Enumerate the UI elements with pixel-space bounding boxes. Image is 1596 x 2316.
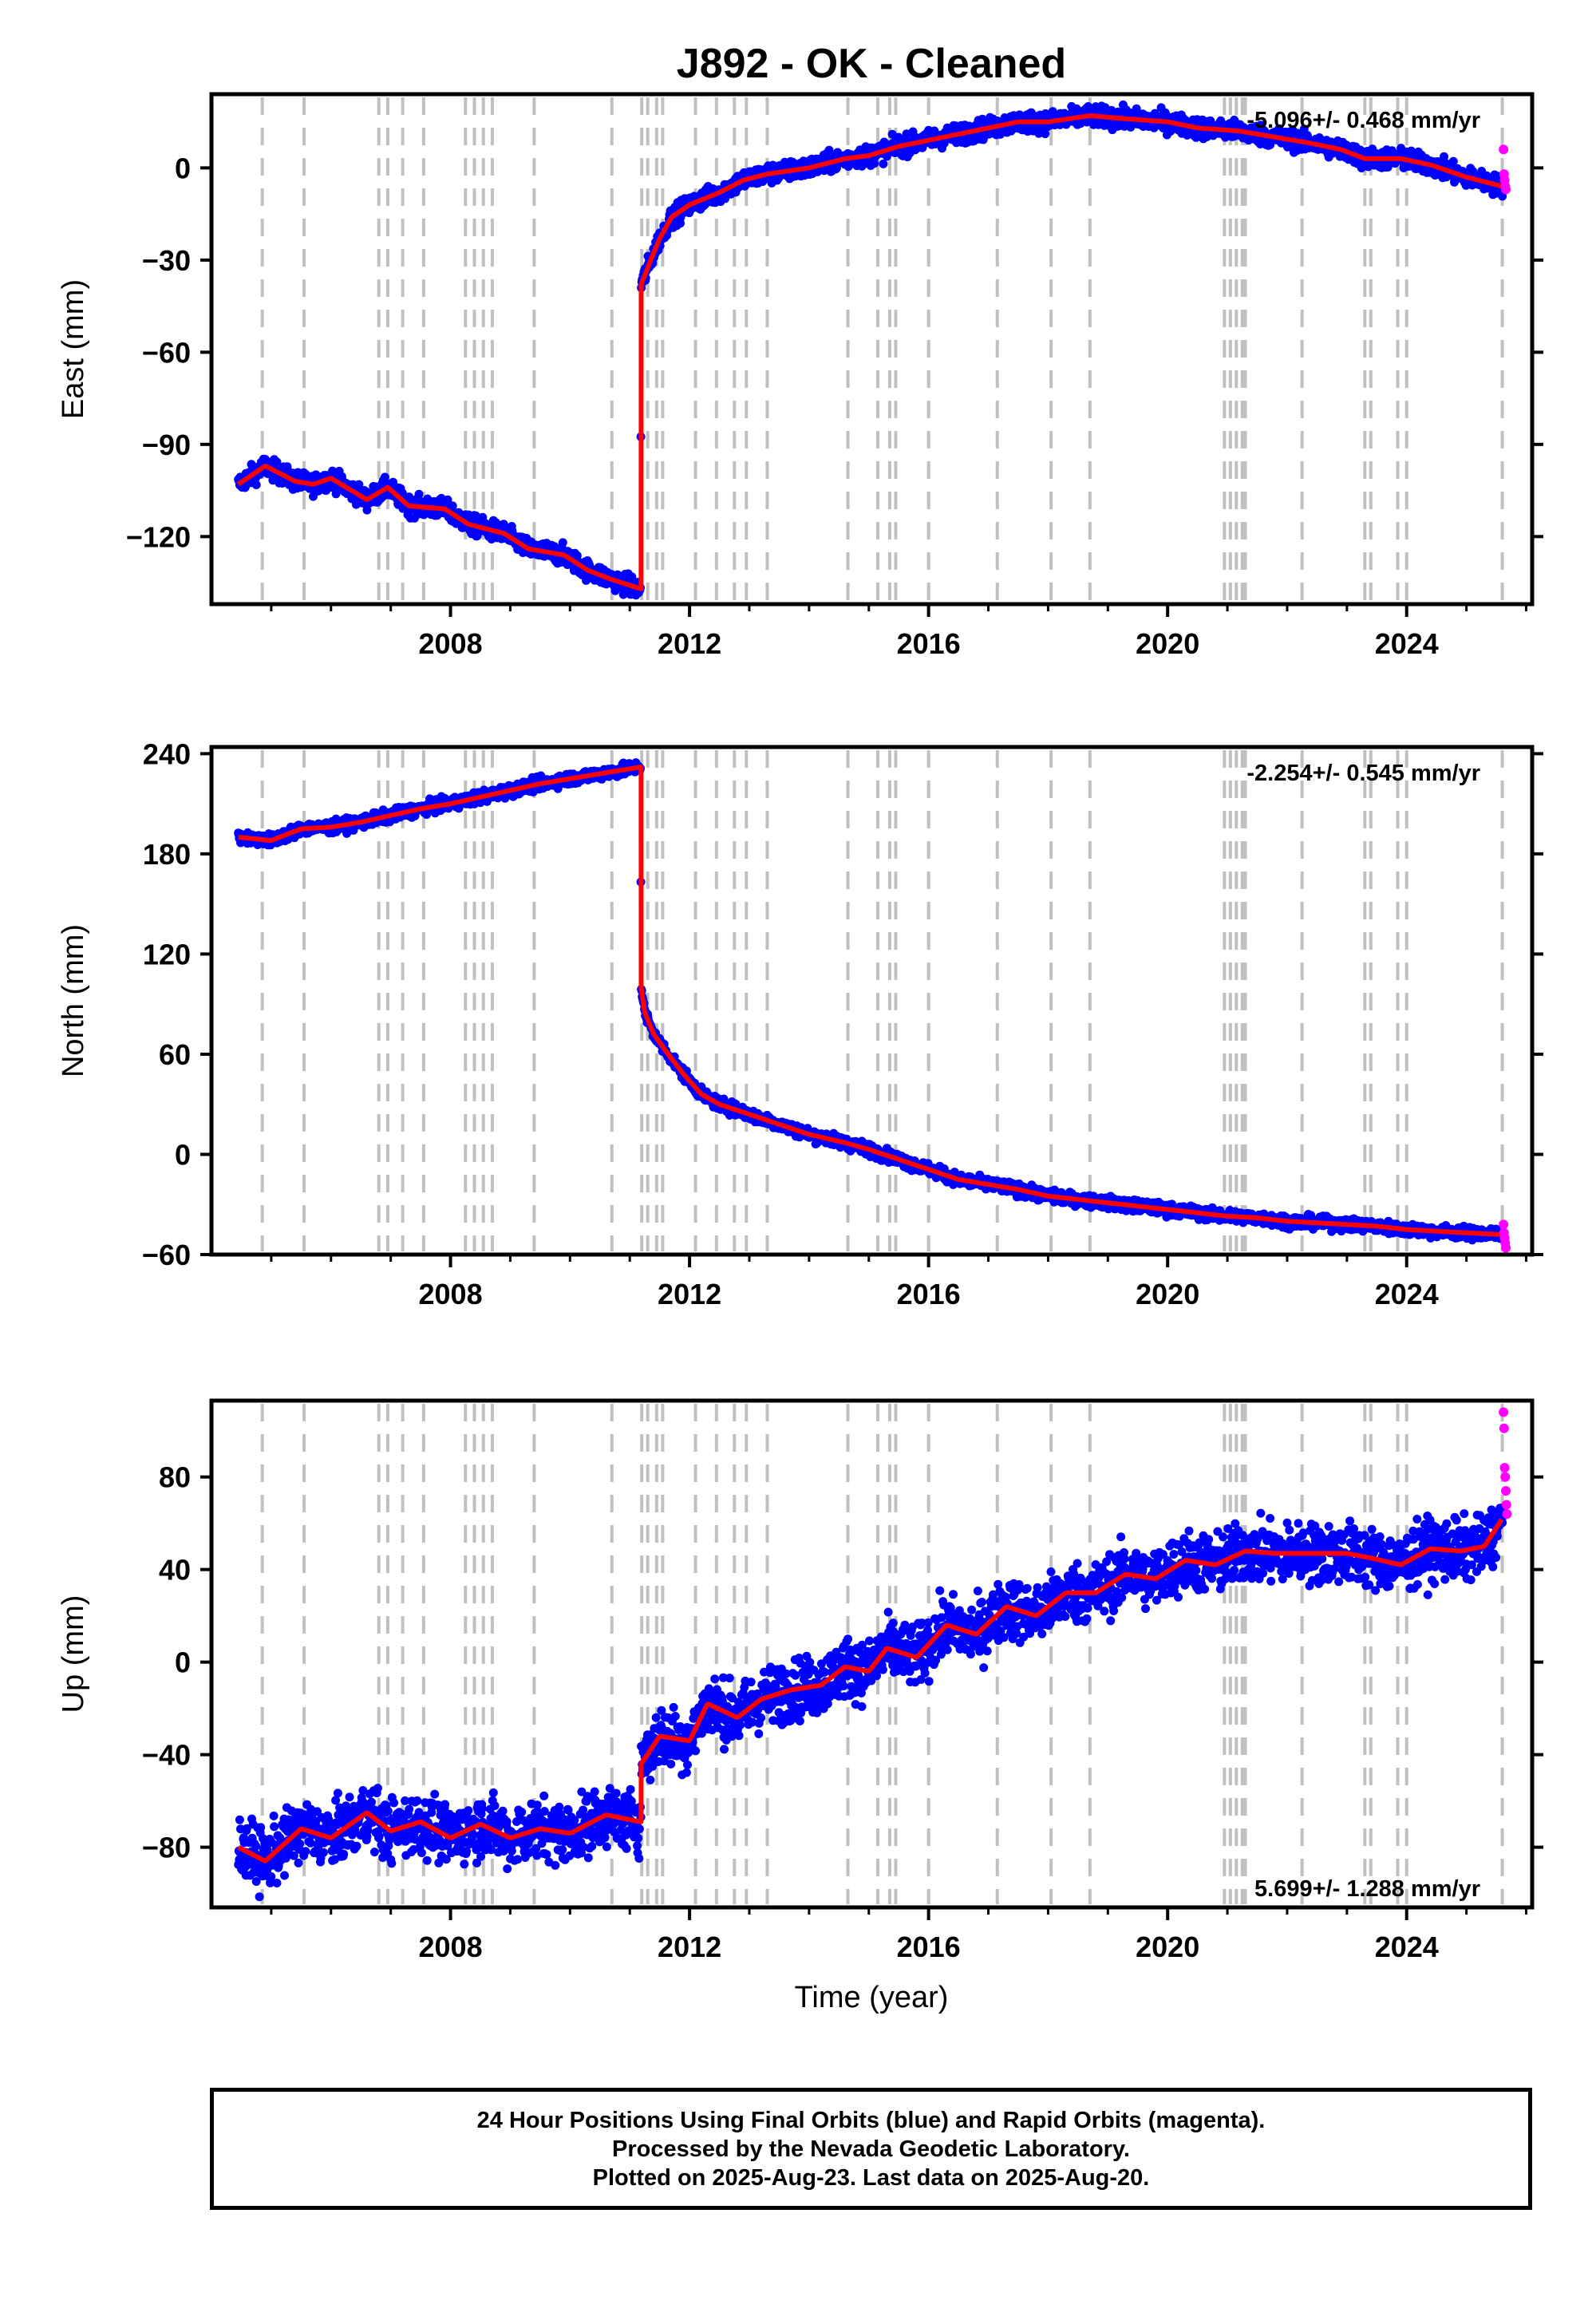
x-tick-label: 2020 bbox=[1136, 627, 1199, 660]
final-orbit-point bbox=[1041, 129, 1050, 139]
final-orbit-point bbox=[443, 495, 452, 504]
y-tick-label: −60 bbox=[142, 336, 191, 369]
final-orbit-point bbox=[380, 472, 389, 482]
x-tick-label: 2024 bbox=[1375, 627, 1439, 660]
final-orbit-point bbox=[448, 501, 457, 511]
chart-title: J892 - OK - Cleaned bbox=[677, 41, 1066, 87]
x-tick-label: 2012 bbox=[658, 627, 721, 660]
rate-label: -5.096+/- 0.468 mm/yr bbox=[1246, 108, 1480, 133]
data-layer bbox=[234, 758, 1511, 1253]
panels: 0 −30 −60 −90 −120 2008 2012 2016 2020 2024 East (… bbox=[57, 92, 1543, 1963]
final-orbit-point bbox=[824, 145, 834, 155]
final-orbit-point bbox=[1498, 192, 1507, 201]
x-tick-label: 2008 bbox=[419, 627, 483, 660]
final-orbit-point bbox=[272, 457, 282, 467]
data-layer bbox=[234, 100, 1511, 600]
final-orbit-point bbox=[870, 159, 879, 168]
y-tick-label: 0 bbox=[175, 152, 191, 184]
final-orbit-point bbox=[879, 159, 888, 168]
y-tick-label: −120 bbox=[126, 520, 191, 553]
y-tick-label: −90 bbox=[142, 429, 191, 461]
rapid-orbit-point bbox=[1499, 144, 1509, 155]
x-tick-label: 2016 bbox=[897, 627, 961, 660]
panel-east: 0 −30 −60 −90 −120 2008 2012 2016 2020 2024 East (… bbox=[57, 92, 1543, 660]
final-orbit-point bbox=[414, 489, 424, 499]
final-orbit-point bbox=[1448, 156, 1458, 166]
panel-frame bbox=[209, 92, 1535, 607]
y-tick-label: −30 bbox=[142, 244, 191, 277]
y-axis-label: East (mm) bbox=[57, 279, 90, 419]
final-orbit-point bbox=[282, 462, 292, 472]
final-orbit-point bbox=[251, 480, 261, 489]
final-orbit-point bbox=[572, 551, 582, 560]
model-line bbox=[236, 113, 1503, 591]
rapid-orbit-point bbox=[1501, 184, 1511, 195]
final-orbit-point bbox=[558, 538, 567, 547]
final-orbit-point bbox=[405, 492, 414, 502]
